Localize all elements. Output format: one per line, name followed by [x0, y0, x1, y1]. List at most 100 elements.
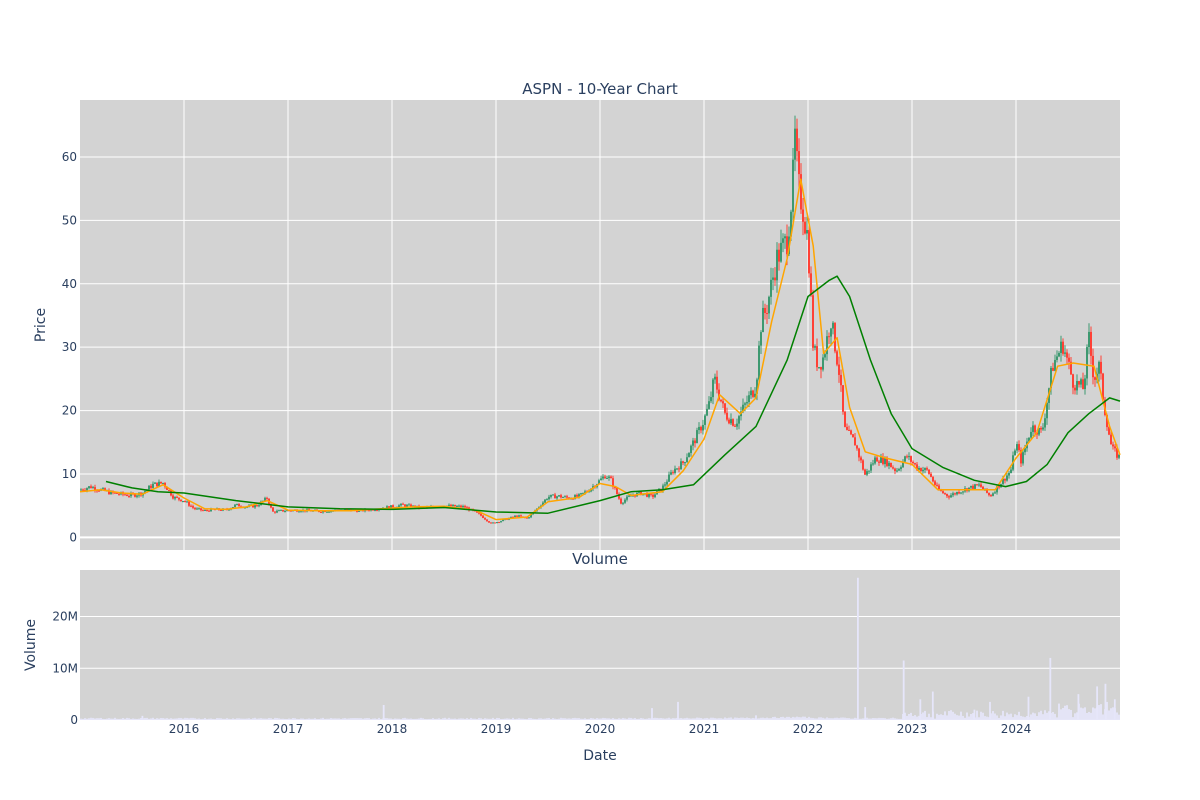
volume-bar — [198, 718, 200, 720]
volume-bar — [850, 718, 852, 720]
volume-bar — [814, 718, 816, 720]
candle-body — [988, 492, 990, 496]
volume-bar — [954, 713, 956, 720]
candle-body — [128, 496, 130, 498]
candle-body — [616, 487, 618, 495]
volume-bar — [706, 717, 708, 720]
candle-body — [252, 504, 254, 508]
volume-bar — [210, 718, 212, 720]
candle-body — [282, 509, 284, 512]
candle-body — [1006, 475, 1008, 481]
volume-bar — [746, 717, 748, 720]
candle-body — [622, 502, 624, 504]
volume-bar — [784, 717, 786, 720]
volume-bar — [502, 718, 504, 720]
volume-bar — [698, 717, 700, 720]
volume-bar — [280, 718, 282, 720]
volume-bar — [640, 718, 642, 720]
volume-bar — [590, 718, 592, 720]
volume-bar — [428, 718, 430, 720]
candle-body — [786, 236, 788, 255]
volume-bar — [952, 711, 954, 720]
volume-bar — [768, 718, 770, 720]
volume-bar — [986, 716, 988, 720]
volume-bar — [716, 718, 718, 720]
volume-bar — [350, 718, 352, 720]
volume-bar — [124, 718, 126, 720]
volume-bar — [964, 717, 966, 720]
volume-bar — [256, 718, 258, 720]
volume-bar — [1068, 709, 1070, 720]
candle-body — [920, 467, 922, 472]
candle-body — [684, 462, 686, 464]
volume-bar — [700, 717, 702, 720]
candle-body — [940, 489, 942, 492]
volume-bar — [166, 718, 168, 720]
candle-body — [1062, 341, 1064, 354]
volume-bar — [804, 716, 806, 720]
candle-body — [156, 482, 158, 487]
volume-bar — [96, 718, 98, 720]
candle-body — [944, 493, 946, 495]
candle-body — [150, 485, 152, 488]
candle-body — [748, 395, 750, 403]
volume-bar — [754, 718, 756, 720]
candle-body — [686, 457, 688, 463]
candle-body — [1094, 377, 1096, 380]
volume-bar — [176, 718, 178, 720]
volume-bar — [828, 718, 830, 720]
price-y-tick-label: 30 — [62, 340, 77, 354]
candle-body — [702, 424, 704, 431]
volume-bar — [132, 718, 134, 720]
volume-bar — [490, 718, 492, 720]
volume-x-ticks: 2016 2017 2018 2019 2020 2021 2022 2023 2024 — [169, 722, 1032, 736]
candle-body — [498, 522, 500, 524]
volume-bar — [722, 718, 724, 720]
volume-bar — [1094, 708, 1096, 720]
candle-body — [1078, 381, 1080, 385]
volume-bar — [438, 718, 440, 720]
volume-bar — [890, 718, 892, 720]
candle-body — [464, 506, 466, 508]
candle-body — [872, 463, 874, 465]
volume-bar — [1016, 715, 1018, 720]
candle-body — [910, 456, 912, 462]
candle-body — [834, 322, 836, 352]
candle-body — [162, 482, 164, 484]
volume-bar — [244, 718, 246, 720]
price-y-tick-label: 20 — [62, 404, 77, 418]
candle-body — [198, 508, 200, 510]
candle-body — [164, 482, 166, 487]
volume-spike-bar — [677, 701, 679, 720]
volume-bar — [854, 717, 856, 720]
candle-body — [1034, 425, 1036, 433]
candle-body — [778, 249, 780, 262]
candle-body — [714, 376, 716, 380]
volume-bar — [760, 717, 762, 720]
volume-bar — [966, 712, 968, 720]
candle-body — [478, 512, 480, 514]
volume-bar — [990, 713, 992, 720]
volume-bar — [392, 719, 394, 720]
volume-bar — [740, 717, 742, 720]
volume-bar — [772, 716, 774, 720]
candle-body — [160, 481, 162, 484]
candle-body — [814, 346, 816, 348]
candle-body — [266, 497, 268, 499]
volume-bar — [440, 719, 442, 720]
volume-bar — [436, 718, 438, 720]
volume-bar — [318, 718, 320, 720]
volume-bar — [672, 718, 674, 720]
candle-body — [782, 238, 784, 243]
candle-body — [884, 457, 886, 465]
volume-bar — [982, 712, 984, 720]
volume-bar — [216, 718, 218, 720]
volume-bar — [150, 718, 152, 720]
volume-bar — [102, 718, 104, 720]
candle-body — [734, 425, 736, 427]
volume-bar — [152, 717, 154, 720]
volume-bar — [802, 716, 804, 720]
volume-bar — [360, 718, 362, 720]
candle-body — [284, 511, 286, 513]
volume-bar — [108, 718, 110, 720]
